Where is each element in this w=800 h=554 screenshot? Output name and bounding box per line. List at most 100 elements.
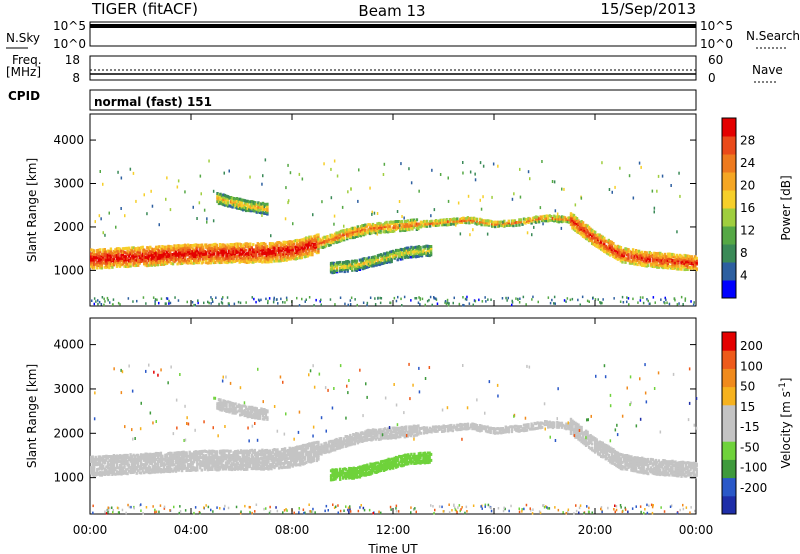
echo-cell <box>403 427 406 431</box>
echo-cell <box>326 242 329 246</box>
noise-cell <box>255 300 257 304</box>
echo-cell <box>130 246 134 250</box>
echo-cell <box>293 458 296 462</box>
echo-cell <box>618 250 621 254</box>
echo-cell <box>262 248 266 252</box>
echo-cell <box>302 462 305 466</box>
echo-cell <box>330 241 334 245</box>
echo-cell <box>358 227 361 231</box>
echo-cell <box>262 259 266 263</box>
echo-cell <box>247 244 250 248</box>
echo-cell <box>324 447 328 451</box>
echo-cell <box>123 250 126 254</box>
echo-cell <box>627 259 630 263</box>
y-tick-label: 3000 <box>53 177 84 191</box>
echo-cell <box>361 259 365 263</box>
speckle-cell <box>341 205 344 209</box>
echo-cell <box>226 204 230 208</box>
echo-cell <box>580 227 583 231</box>
echo-cell <box>165 245 169 249</box>
echo-cell <box>115 249 119 253</box>
echo-cell <box>202 462 205 466</box>
echo-cell <box>358 435 361 439</box>
echo-cell <box>358 230 361 234</box>
nsearch-tick-top: 10^5 <box>700 19 733 33</box>
echo-cell <box>577 219 580 223</box>
echo-cell <box>382 255 386 259</box>
echo-cell <box>359 232 363 235</box>
echo-cell <box>209 261 213 265</box>
echo-cell <box>182 259 185 263</box>
echo-cell <box>507 221 510 225</box>
echo-cell <box>156 456 160 460</box>
noise-cell <box>466 295 468 299</box>
echo-cell <box>185 460 188 464</box>
echo-cell <box>243 455 246 459</box>
echo-cell <box>591 232 594 236</box>
echo-cell <box>335 233 338 237</box>
echo-cell <box>255 207 258 210</box>
echo-cell <box>324 445 328 448</box>
echo-cell <box>164 459 167 463</box>
echo-cell <box>368 232 372 236</box>
echo-cell <box>397 426 400 430</box>
echo-cell <box>102 261 105 265</box>
echo-cell <box>194 247 197 251</box>
echo-cell <box>235 255 238 259</box>
echo-cell <box>625 253 629 257</box>
echo-cell <box>211 250 214 254</box>
echo-cell <box>237 462 240 466</box>
echo-cell <box>246 462 249 466</box>
echo-cell <box>212 464 216 468</box>
echo-cell <box>224 465 228 469</box>
echo-cell <box>216 194 219 198</box>
echo-cell <box>225 196 228 200</box>
echo-cell <box>164 256 167 260</box>
cpid-label: CPID <box>8 89 40 103</box>
echo-cell <box>419 250 422 254</box>
echo-cell <box>227 466 231 469</box>
echo-cell <box>96 463 99 467</box>
echo-cell <box>240 459 243 463</box>
echo-cell <box>196 456 199 460</box>
echo-cell <box>631 259 635 263</box>
noise-cell <box>684 299 686 302</box>
echo-cell <box>218 456 222 460</box>
speckle-cell <box>349 228 351 232</box>
echo-cell <box>486 219 489 223</box>
echo-cell <box>320 242 323 246</box>
echo-cell <box>409 220 413 224</box>
echo-cell <box>170 257 173 261</box>
echo-cell <box>238 242 241 246</box>
noise-cell <box>339 296 342 299</box>
echo-cell <box>129 466 132 469</box>
echo-cell <box>335 269 339 273</box>
echo-cell <box>352 438 355 442</box>
echo-cell <box>283 451 287 454</box>
echo-cell <box>164 245 167 249</box>
echo-cell <box>250 457 253 461</box>
echo-cell <box>291 456 294 460</box>
echo-cell <box>264 449 267 452</box>
echo-cell <box>177 457 181 461</box>
echo-cell <box>197 458 200 462</box>
echo-cell <box>149 471 152 475</box>
echo-cell <box>587 234 591 238</box>
echo-cell <box>267 247 270 251</box>
echo-cell <box>239 202 242 206</box>
echo-cell <box>414 255 418 259</box>
echo-cell <box>165 467 169 471</box>
echo-cell <box>218 258 222 262</box>
echo-cell <box>130 458 134 462</box>
echo-cell <box>424 220 427 224</box>
echo-cell <box>634 253 638 257</box>
echo-cell <box>196 249 199 253</box>
echo-cell <box>312 248 316 252</box>
echo-cell <box>294 450 297 454</box>
noise-cell <box>97 299 99 302</box>
echo-cell <box>393 251 396 255</box>
echo-cell <box>647 253 650 257</box>
echo-cell <box>340 437 343 440</box>
echo-cell <box>644 253 647 257</box>
speckle-cell <box>146 212 148 216</box>
